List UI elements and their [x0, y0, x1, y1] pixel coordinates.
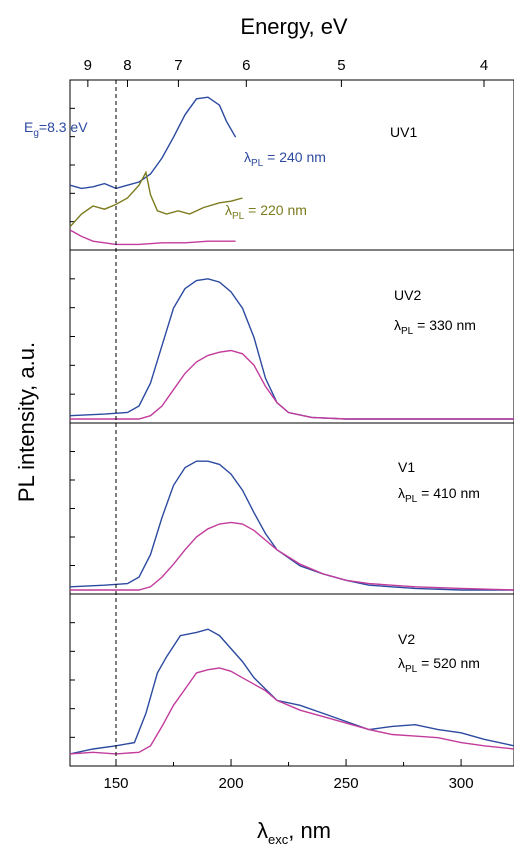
panel-label: V2 [398, 631, 415, 647]
series-line-1 [70, 349, 514, 420]
panel-v1: V1 λPL = 410 nm [69, 422, 514, 595]
series-label: λPL = 410 nm [398, 485, 480, 505]
panel-uv2: UV2 λPL = 330 nm [69, 249, 514, 424]
series-label: λPL = 330 nm [394, 317, 476, 337]
top-axis-title: Energy, eV [240, 14, 348, 39]
bandgap-sub: g [33, 128, 39, 139]
series-line-1 [69, 170, 243, 228]
bandgap-prefix: E [24, 119, 33, 135]
series-label-sub: PL [405, 664, 418, 675]
x-axis-title: λexc, nm [257, 818, 331, 847]
series-label-sub: PL [405, 494, 418, 505]
x-tick-label: 300 [449, 775, 474, 792]
series-label: λPL = 240 nm [244, 149, 326, 169]
series-label-suffix: = 330 nm [413, 317, 476, 333]
axes-layer: 9 8 7 6 5 4 150 200 250 300 [70, 57, 514, 792]
series-label-prefix: λ [225, 202, 232, 218]
panel-label: UV2 [394, 287, 421, 303]
series-label-prefix: λ [398, 485, 405, 501]
series-label: λPL = 520 nm [398, 655, 480, 675]
series-label-suffix: = 240 nm [263, 149, 326, 165]
series-label-sub: PL [251, 158, 264, 169]
series-label-sub: PL [401, 326, 414, 337]
series-label-prefix: λ [394, 317, 401, 333]
series-label: λPL = 220 nm [225, 202, 307, 222]
series-line-1 [69, 667, 514, 755]
y-axis-title: PL intensity, a.u. [14, 342, 39, 502]
panel-v2: V2 λPL = 520 nm [69, 593, 514, 767]
bandgap-suffix: =8.3 eV [39, 119, 88, 135]
series-label-sub: PL [232, 211, 245, 222]
series-line-0 [69, 96, 237, 190]
series-label-suffix: = 220 nm [244, 202, 307, 218]
panel-frame [69, 249, 514, 424]
series-label-prefix: λ [398, 655, 405, 671]
bandgap-annotation: Eg=8.3 eV [24, 119, 88, 139]
series-label-prefix: λ [244, 149, 251, 165]
top-tick-label: 4 [480, 57, 488, 74]
x-axis-title-lambda: λ [257, 818, 268, 843]
x-tick-label: 150 [103, 775, 128, 792]
series-line-0 [69, 628, 514, 755]
series-line-0 [69, 278, 514, 420]
x-axis-title-sub: exc [268, 832, 289, 847]
top-tick-label: 5 [337, 57, 345, 74]
top-tick-label: 9 [84, 57, 92, 74]
panel-frame [69, 422, 514, 595]
top-tick-label: 7 [174, 57, 182, 74]
x-tick-label: 200 [219, 775, 244, 792]
top-tick-label: 6 [242, 57, 250, 74]
x-axis-title-unit: , nm [288, 818, 331, 843]
series-line-2 [69, 229, 236, 246]
x-tick-label: 250 [334, 775, 359, 792]
series-label-suffix: = 520 nm [417, 655, 480, 671]
series-label-suffix: = 410 nm [417, 485, 480, 501]
top-tick-label: 8 [123, 57, 131, 74]
series-line-0 [69, 460, 514, 591]
panel-frame [69, 79, 514, 251]
series-line-1 [70, 521, 514, 591]
panel-label: V1 [398, 459, 415, 475]
panel-label: UV1 [390, 124, 417, 140]
